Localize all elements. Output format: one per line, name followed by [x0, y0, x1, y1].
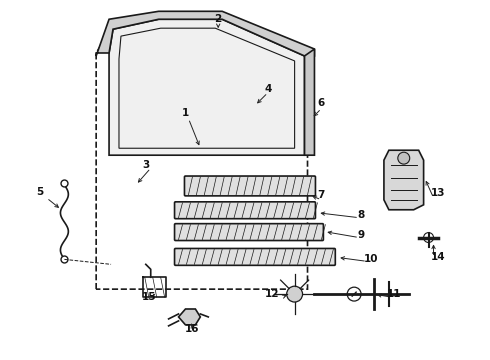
Circle shape [398, 152, 410, 164]
PathPatch shape [109, 19, 305, 155]
Text: 2: 2 [215, 14, 222, 24]
Text: 12: 12 [265, 289, 279, 299]
Text: 4: 4 [264, 84, 271, 94]
PathPatch shape [305, 49, 315, 155]
FancyBboxPatch shape [174, 224, 323, 240]
PathPatch shape [384, 150, 424, 210]
Text: 13: 13 [431, 188, 446, 198]
Text: 9: 9 [358, 230, 365, 239]
FancyBboxPatch shape [174, 202, 316, 219]
Text: 5: 5 [36, 187, 43, 197]
Text: 7: 7 [318, 190, 325, 200]
Text: 6: 6 [318, 98, 325, 108]
PathPatch shape [96, 11, 315, 56]
Circle shape [424, 233, 434, 243]
Text: 16: 16 [185, 324, 199, 334]
Circle shape [347, 287, 361, 301]
FancyBboxPatch shape [184, 176, 316, 196]
Circle shape [287, 286, 302, 302]
Text: 3: 3 [142, 160, 149, 170]
Text: 10: 10 [364, 255, 378, 264]
Text: 11: 11 [387, 289, 401, 299]
PathPatch shape [178, 309, 200, 325]
Text: 8: 8 [358, 210, 365, 220]
Text: 14: 14 [431, 252, 446, 262]
Text: 1: 1 [182, 108, 189, 117]
Text: 15: 15 [142, 292, 156, 302]
FancyBboxPatch shape [174, 248, 335, 265]
